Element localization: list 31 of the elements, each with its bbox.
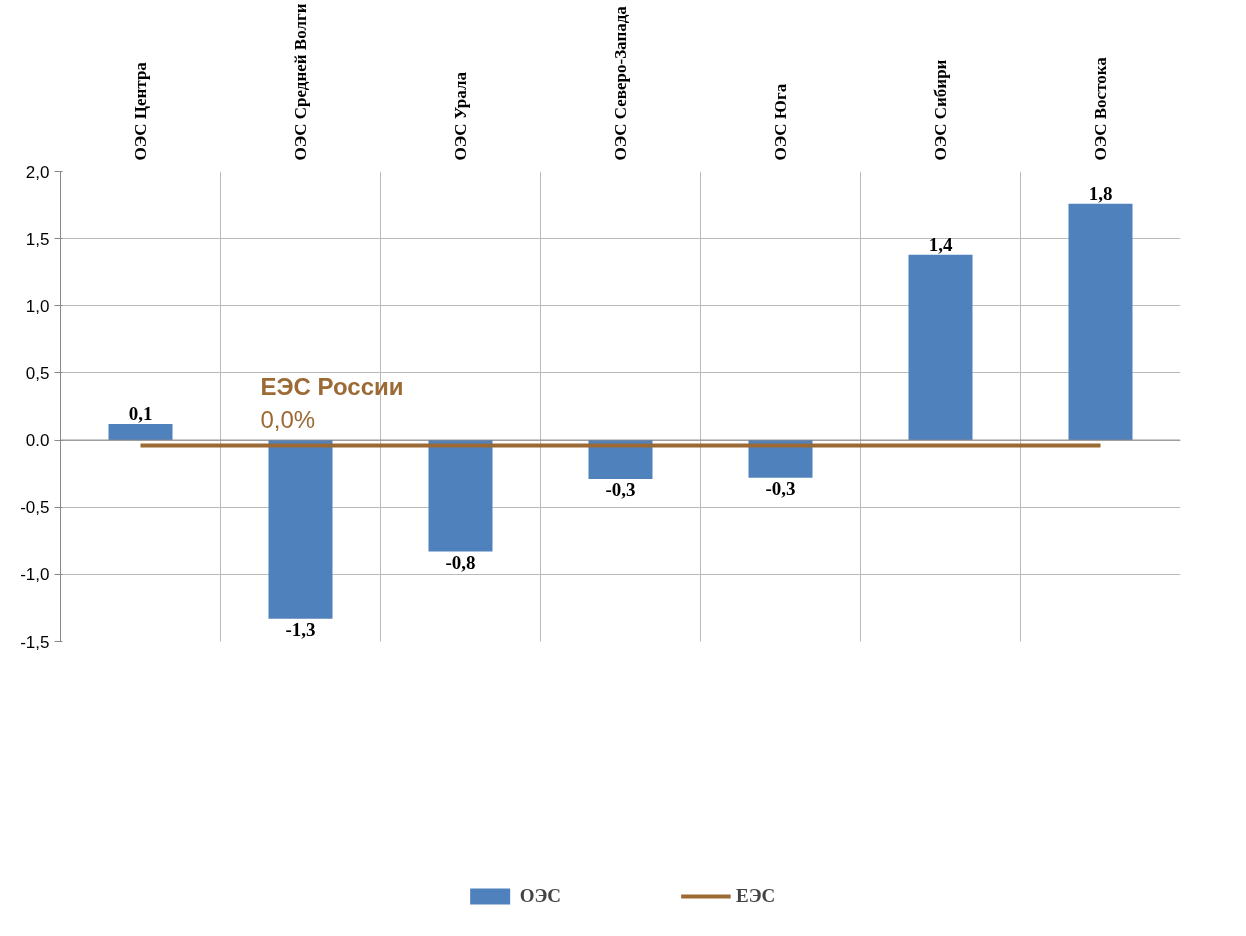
data-label: 1,4 [928, 233, 953, 255]
x-tick-label: ОЭС Северо-Запада [611, 5, 630, 161]
bar [268, 440, 333, 619]
bar [108, 423, 173, 441]
x-tick-label: ОЭС Юга [771, 83, 790, 161]
annotation: 0,0% [260, 406, 316, 434]
y-tick-label: 0.0 [25, 431, 50, 451]
y-tick-label: 0,5 [25, 363, 50, 383]
data-label: -0,3 [765, 477, 796, 499]
y-tick-label: -1,0 [20, 565, 50, 585]
x-tick-label: ОЭС Востока [1091, 56, 1110, 161]
x-tick-label: ОЭС Урала [451, 71, 470, 161]
legend-label: ОЭС [519, 885, 562, 907]
y-tick-label: 1,5 [25, 229, 50, 249]
legend-label: ЕЭС [736, 885, 776, 907]
y-tick-label: 2,0 [25, 162, 50, 182]
y-tick-label: -1,5 [20, 632, 50, 652]
data-label: -0,3 [605, 479, 636, 501]
y-tick-label: 1,0 [25, 296, 50, 316]
x-tick-label: ОЭС Сибири [931, 59, 950, 161]
data-label: -0,8 [445, 551, 476, 573]
bar [428, 440, 493, 552]
x-tick-label: ОЭС Центра [131, 61, 150, 161]
annotation: ЕЭС России [260, 372, 404, 400]
bar [908, 254, 973, 441]
bar [1068, 203, 1133, 441]
data-label: -1,3 [285, 618, 316, 640]
x-tick-label: ОЭС Средней Волги [291, 3, 310, 161]
data-label: 0,1 [128, 402, 153, 424]
data-label: 1,8 [1088, 182, 1113, 204]
y-tick-label: -0,5 [20, 498, 50, 518]
